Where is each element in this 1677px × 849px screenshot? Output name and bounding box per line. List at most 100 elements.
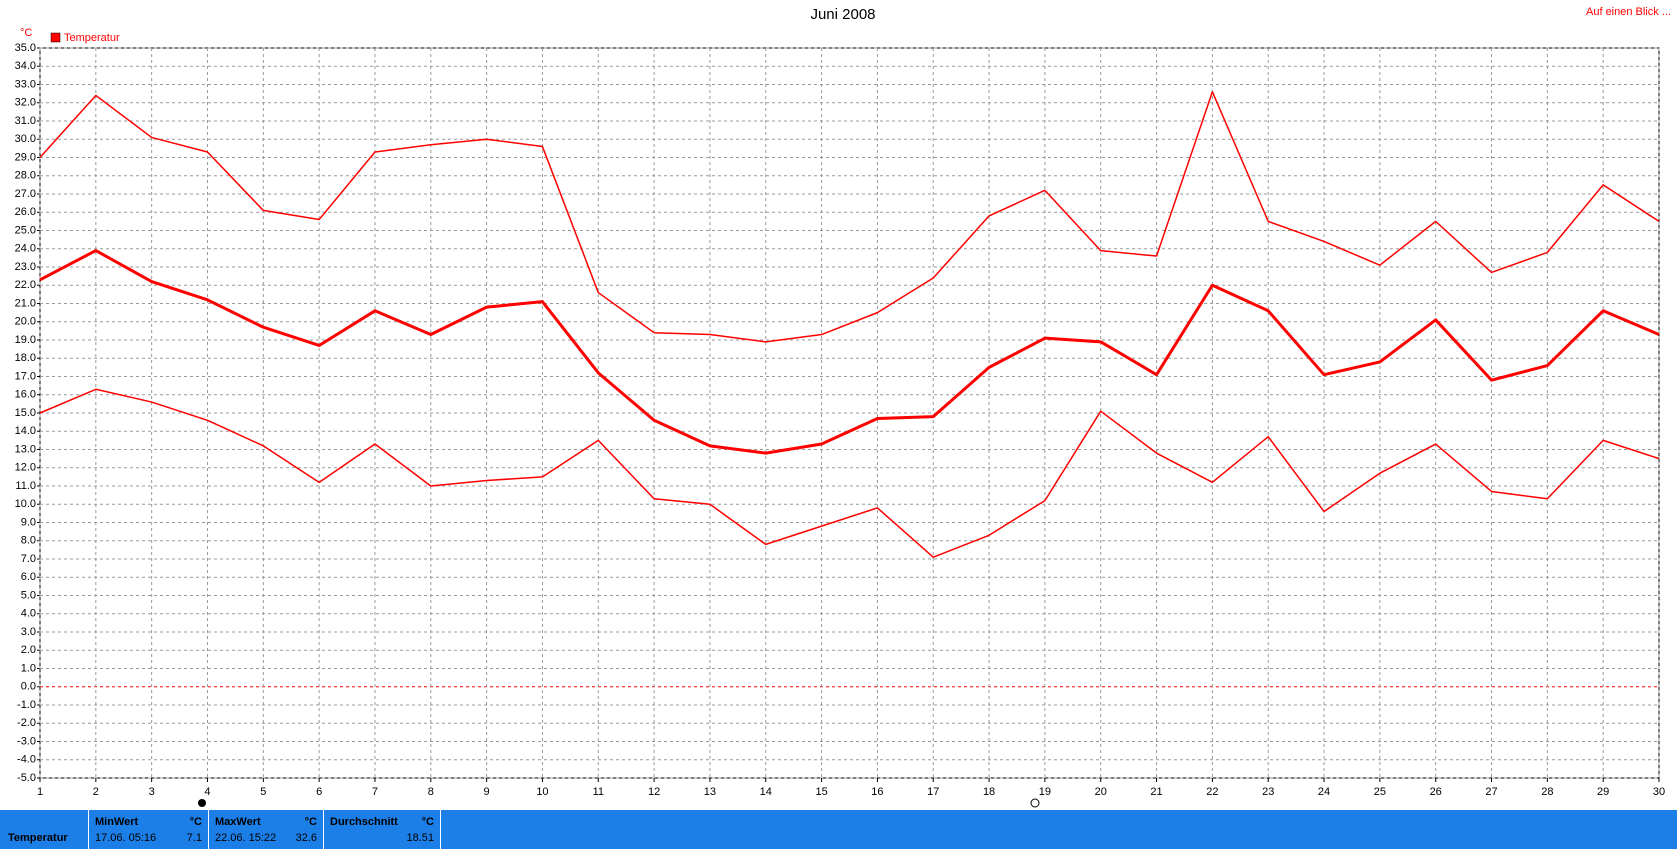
y-tick-label: 16.0 <box>15 389 36 401</box>
y-tick-label: 15.0 <box>15 407 36 419</box>
x-tick-label: 6 <box>316 786 322 798</box>
stats-unit: °C <box>421 816 434 828</box>
x-tick-label: 25 <box>1374 786 1386 798</box>
y-tick-label: -2.0 <box>17 717 36 729</box>
stats-label: MinWert <box>95 816 139 828</box>
y-tick-label: 10.0 <box>15 498 36 510</box>
x-tick-label: 5 <box>260 786 266 798</box>
y-tick-label: 34.0 <box>15 60 36 72</box>
chart-title: Juni 2008 <box>810 6 875 23</box>
stats-value: 7.1 <box>186 832 202 844</box>
x-tick-label: 3 <box>149 786 155 798</box>
x-tick-label: 15 <box>815 786 827 798</box>
y-tick-label: 33.0 <box>15 78 36 90</box>
x-tick-label: 9 <box>484 786 490 798</box>
stats-unit: °C <box>304 816 317 828</box>
stats-value: 18.51 <box>406 832 434 844</box>
y-tick-label: 28.0 <box>15 170 36 182</box>
x-tick-label: 19 <box>1039 786 1051 798</box>
y-tick-label: 26.0 <box>15 206 36 218</box>
y-tick-label: 31.0 <box>15 115 36 127</box>
x-tick-label: 11 <box>593 786 604 798</box>
y-tick-label: -4.0 <box>17 754 36 766</box>
y-tick-label: 24.0 <box>15 243 36 255</box>
stats-panel: Temperatur MinWert °C 17.06. 05:16 7.1 MaxWe… <box>0 810 1677 849</box>
y-tick-label: 21.0 <box>15 297 36 309</box>
marker-min <box>198 799 206 807</box>
stats-cell: MaxWert °C 22.06. 15:22 32.6 <box>208 810 323 849</box>
x-tick-label: 12 <box>648 786 660 798</box>
stats-name: Temperatur <box>8 832 68 844</box>
x-tick-label: 30 <box>1653 786 1665 798</box>
x-tick-label: 2 <box>93 786 99 798</box>
stats-label: Durchschnitt <box>330 816 398 828</box>
x-tick-label: 27 <box>1485 786 1497 798</box>
x-tick-label: 28 <box>1541 786 1553 798</box>
stats-time: 17.06. 05:16 <box>95 832 157 844</box>
y-tick-label: 7.0 <box>21 553 36 565</box>
y-unit: °C <box>20 27 32 39</box>
x-tick-label: 10 <box>536 786 548 798</box>
y-tick-label: 0.0 <box>21 681 36 693</box>
stats-label: MaxWert <box>215 816 261 828</box>
y-tick-label: 13.0 <box>15 443 36 455</box>
y-tick-label: 9.0 <box>21 516 36 528</box>
y-tick-label: 27.0 <box>15 188 36 200</box>
y-tick-label: 12.0 <box>15 462 36 474</box>
y-tick-label: 25.0 <box>15 224 36 236</box>
marker-max <box>1030 798 1040 808</box>
x-tick-label: 23 <box>1262 786 1274 798</box>
y-tick-label: -3.0 <box>17 735 36 747</box>
series-line <box>39 91 1660 343</box>
y-tick-label: 11.0 <box>15 480 36 492</box>
y-tick-label: -5.0 <box>17 772 36 784</box>
x-tick-label: 14 <box>760 786 772 798</box>
y-tick-label: 6.0 <box>21 571 36 583</box>
y-tick-label: 5.0 <box>21 589 36 601</box>
overview-link[interactable]: Auf einen Blick ... <box>1586 6 1671 18</box>
y-tick-label: 8.0 <box>21 535 36 547</box>
y-tick-label: 4.0 <box>21 608 36 620</box>
y-tick-label: 20.0 <box>15 316 36 328</box>
stats-time: 22.06. 15:22 <box>215 832 277 844</box>
series-line <box>39 388 1660 558</box>
x-tick-label: 21 <box>1150 786 1162 798</box>
y-tick-label: 19.0 <box>15 334 36 346</box>
x-tick-label: 24 <box>1318 786 1330 798</box>
stats-cell: MinWert °C 17.06. 05:16 7.1 <box>88 810 208 849</box>
legend-swatch <box>50 32 61 43</box>
stats-value: 32.6 <box>295 832 317 844</box>
y-tick-label: 29.0 <box>15 151 36 163</box>
y-tick-label: 30.0 <box>15 133 36 145</box>
stats-cell: Durchschnitt °C 18.51 <box>323 810 440 849</box>
y-tick-label: 14.0 <box>15 425 36 437</box>
y-tick-label: 32.0 <box>15 97 36 109</box>
y-tick-label: 2.0 <box>21 644 36 656</box>
y-tick-label: 3.0 <box>21 626 36 638</box>
series-line <box>39 249 1660 455</box>
y-tick-label: 18.0 <box>15 352 36 364</box>
y-tick-label: 35.0 <box>15 42 36 54</box>
x-tick-label: 8 <box>428 786 434 798</box>
y-tick-label: 1.0 <box>21 662 36 674</box>
y-tick-label: 17.0 <box>15 370 36 382</box>
stats-unit: °C <box>189 816 202 828</box>
y-tick-label: -1.0 <box>17 699 36 711</box>
y-tick-label: 22.0 <box>15 279 36 291</box>
x-tick-label: 22 <box>1206 786 1218 798</box>
x-tick-label: 1 <box>37 786 43 798</box>
x-tick-label: 26 <box>1430 786 1442 798</box>
x-tick-label: 18 <box>983 786 995 798</box>
x-tick-label: 7 <box>372 786 378 798</box>
x-tick-label: 29 <box>1597 786 1609 798</box>
y-tick-label: 23.0 <box>15 261 36 273</box>
x-tick-label: 17 <box>927 786 939 798</box>
legend-label: Temperatur <box>64 32 120 44</box>
stats-separator <box>440 810 441 849</box>
x-tick-label: 20 <box>1095 786 1107 798</box>
x-tick-label: 16 <box>871 786 883 798</box>
x-tick-label: 13 <box>704 786 716 798</box>
chart: Juni 2008 Auf einen Blick ... °C Tempera… <box>15 6 1671 808</box>
x-tick-label: 4 <box>204 786 210 798</box>
